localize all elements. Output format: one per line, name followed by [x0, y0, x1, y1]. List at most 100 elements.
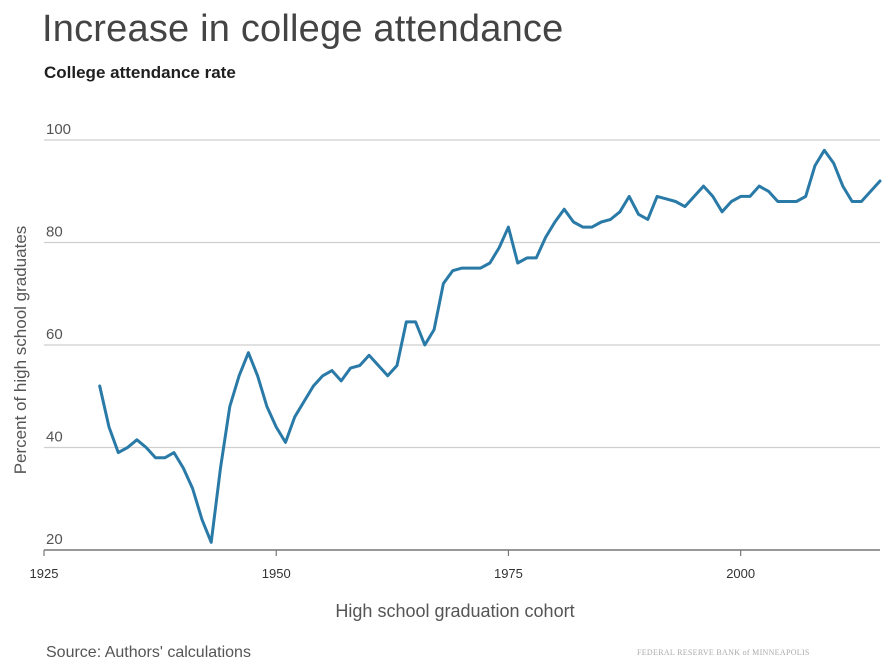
data-point-1943 [210, 541, 212, 544]
data-point-1951 [284, 441, 287, 444]
y-tick-60: 60 [46, 326, 63, 343]
data-point-2004 [777, 200, 779, 203]
gridlines [44, 139, 880, 449]
data-point-1934 [126, 446, 129, 449]
data-point-1989 [637, 213, 640, 216]
data-point-1942 [201, 518, 203, 521]
data-point-1960 [368, 354, 370, 357]
x-tick-1925: 1925 [30, 566, 59, 581]
data-point-1971 [470, 267, 473, 269]
data-point-1994 [684, 205, 686, 208]
data-point-1966 [424, 344, 426, 346]
data-point-1993 [674, 200, 677, 203]
data-point-1969 [451, 269, 454, 272]
y-tick-100: 100 [46, 121, 71, 138]
data-point-1953 [303, 400, 305, 403]
data-point-1962 [386, 375, 389, 377]
chart-title: Increase in college attendance [42, 8, 564, 50]
x-tick-1975: 1975 [494, 566, 523, 581]
data-point-1975 [507, 226, 510, 228]
data-point-1956 [331, 369, 333, 372]
data-point-1985 [600, 221, 603, 223]
data-point-2007 [804, 195, 807, 198]
data-point-1964 [405, 321, 408, 323]
data-point-1945 [229, 405, 231, 408]
data-point-1996 [702, 185, 705, 187]
y-tick-20: 20 [46, 531, 63, 548]
data-point-1991 [656, 195, 658, 198]
data-point-1979 [544, 236, 547, 239]
data-point-1990 [647, 218, 649, 221]
y-tick-40: 40 [46, 429, 63, 446]
data-points [98, 149, 881, 544]
data-point-2008 [814, 164, 816, 167]
data-point-1939 [173, 451, 175, 454]
data-point-1947 [247, 351, 250, 354]
data-point-2000 [739, 195, 742, 198]
data-point-2014 [869, 190, 872, 193]
data-point-2013 [860, 200, 863, 203]
data-point-1937 [154, 457, 157, 459]
data-point-1932 [108, 426, 110, 428]
data-point-1940 [182, 467, 185, 469]
data-point-1938 [164, 457, 166, 459]
data-point-1957 [340, 380, 343, 382]
data-point-2010 [832, 162, 835, 164]
data-point-1992 [665, 198, 668, 200]
x-tick-labels: 1925 1950 1975 2000 [30, 550, 755, 581]
data-point-1965 [414, 321, 417, 323]
chart-subtitle: College attendance rate [44, 63, 236, 82]
data-point-2012 [851, 200, 853, 203]
data-point-1987 [619, 211, 621, 213]
data-point-1941 [191, 487, 194, 490]
data-point-2001 [749, 195, 751, 198]
data-point-1995 [693, 195, 695, 198]
data-point-2003 [767, 190, 770, 193]
data-point-1986 [609, 218, 612, 221]
data-point-2006 [795, 200, 798, 203]
x-tick-1950: 1950 [262, 566, 291, 581]
data-point-1936 [145, 446, 147, 449]
y-tick-labels: 20 40 60 80 100 [46, 121, 71, 548]
data-point-1973 [489, 262, 491, 264]
data-point-2011 [842, 185, 844, 187]
data-point-1933 [117, 451, 120, 454]
data-point-1959 [359, 364, 361, 367]
y-tick-80: 80 [46, 224, 63, 241]
data-point-1976 [516, 262, 519, 264]
data-point-2009 [823, 149, 826, 152]
x-axis-label: High school graduation cohort [335, 601, 574, 621]
data-point-1998 [721, 211, 723, 213]
data-point-1946 [238, 375, 240, 377]
data-point-1970 [461, 267, 463, 269]
data-point-1958 [349, 367, 352, 369]
data-point-1972 [479, 267, 482, 269]
attendance-rate-line [98, 148, 882, 544]
data-point-1980 [554, 221, 556, 223]
data-point-1997 [712, 195, 714, 198]
publisher-logo: FEDERAL RESERVE BANK of MINNEAPOLIS [637, 648, 810, 657]
data-point-1978 [535, 257, 538, 259]
data-point-1988 [628, 195, 630, 198]
data-point-1981 [563, 208, 565, 210]
data-point-1961 [377, 364, 380, 367]
source-note: Source: Authors' calculations [46, 644, 251, 661]
data-point-1983 [582, 226, 584, 228]
x-tick-2000: 2000 [726, 566, 755, 581]
data-point-1954 [312, 385, 315, 387]
data-point-1967 [433, 328, 435, 331]
data-point-1982 [572, 221, 575, 223]
data-point-1950 [275, 426, 278, 428]
data-point-1999 [730, 200, 733, 203]
data-point-1963 [396, 364, 398, 367]
data-point-1952 [294, 416, 296, 418]
data-point-2005 [786, 200, 788, 203]
data-point-2015 [879, 180, 881, 182]
y-axis-label: Percent of high school graduates [11, 226, 30, 475]
data-point-1955 [321, 375, 324, 377]
data-point-1931 [98, 385, 101, 387]
data-point-1944 [219, 467, 222, 469]
data-point-1935 [136, 439, 138, 441]
data-point-1974 [498, 246, 501, 249]
